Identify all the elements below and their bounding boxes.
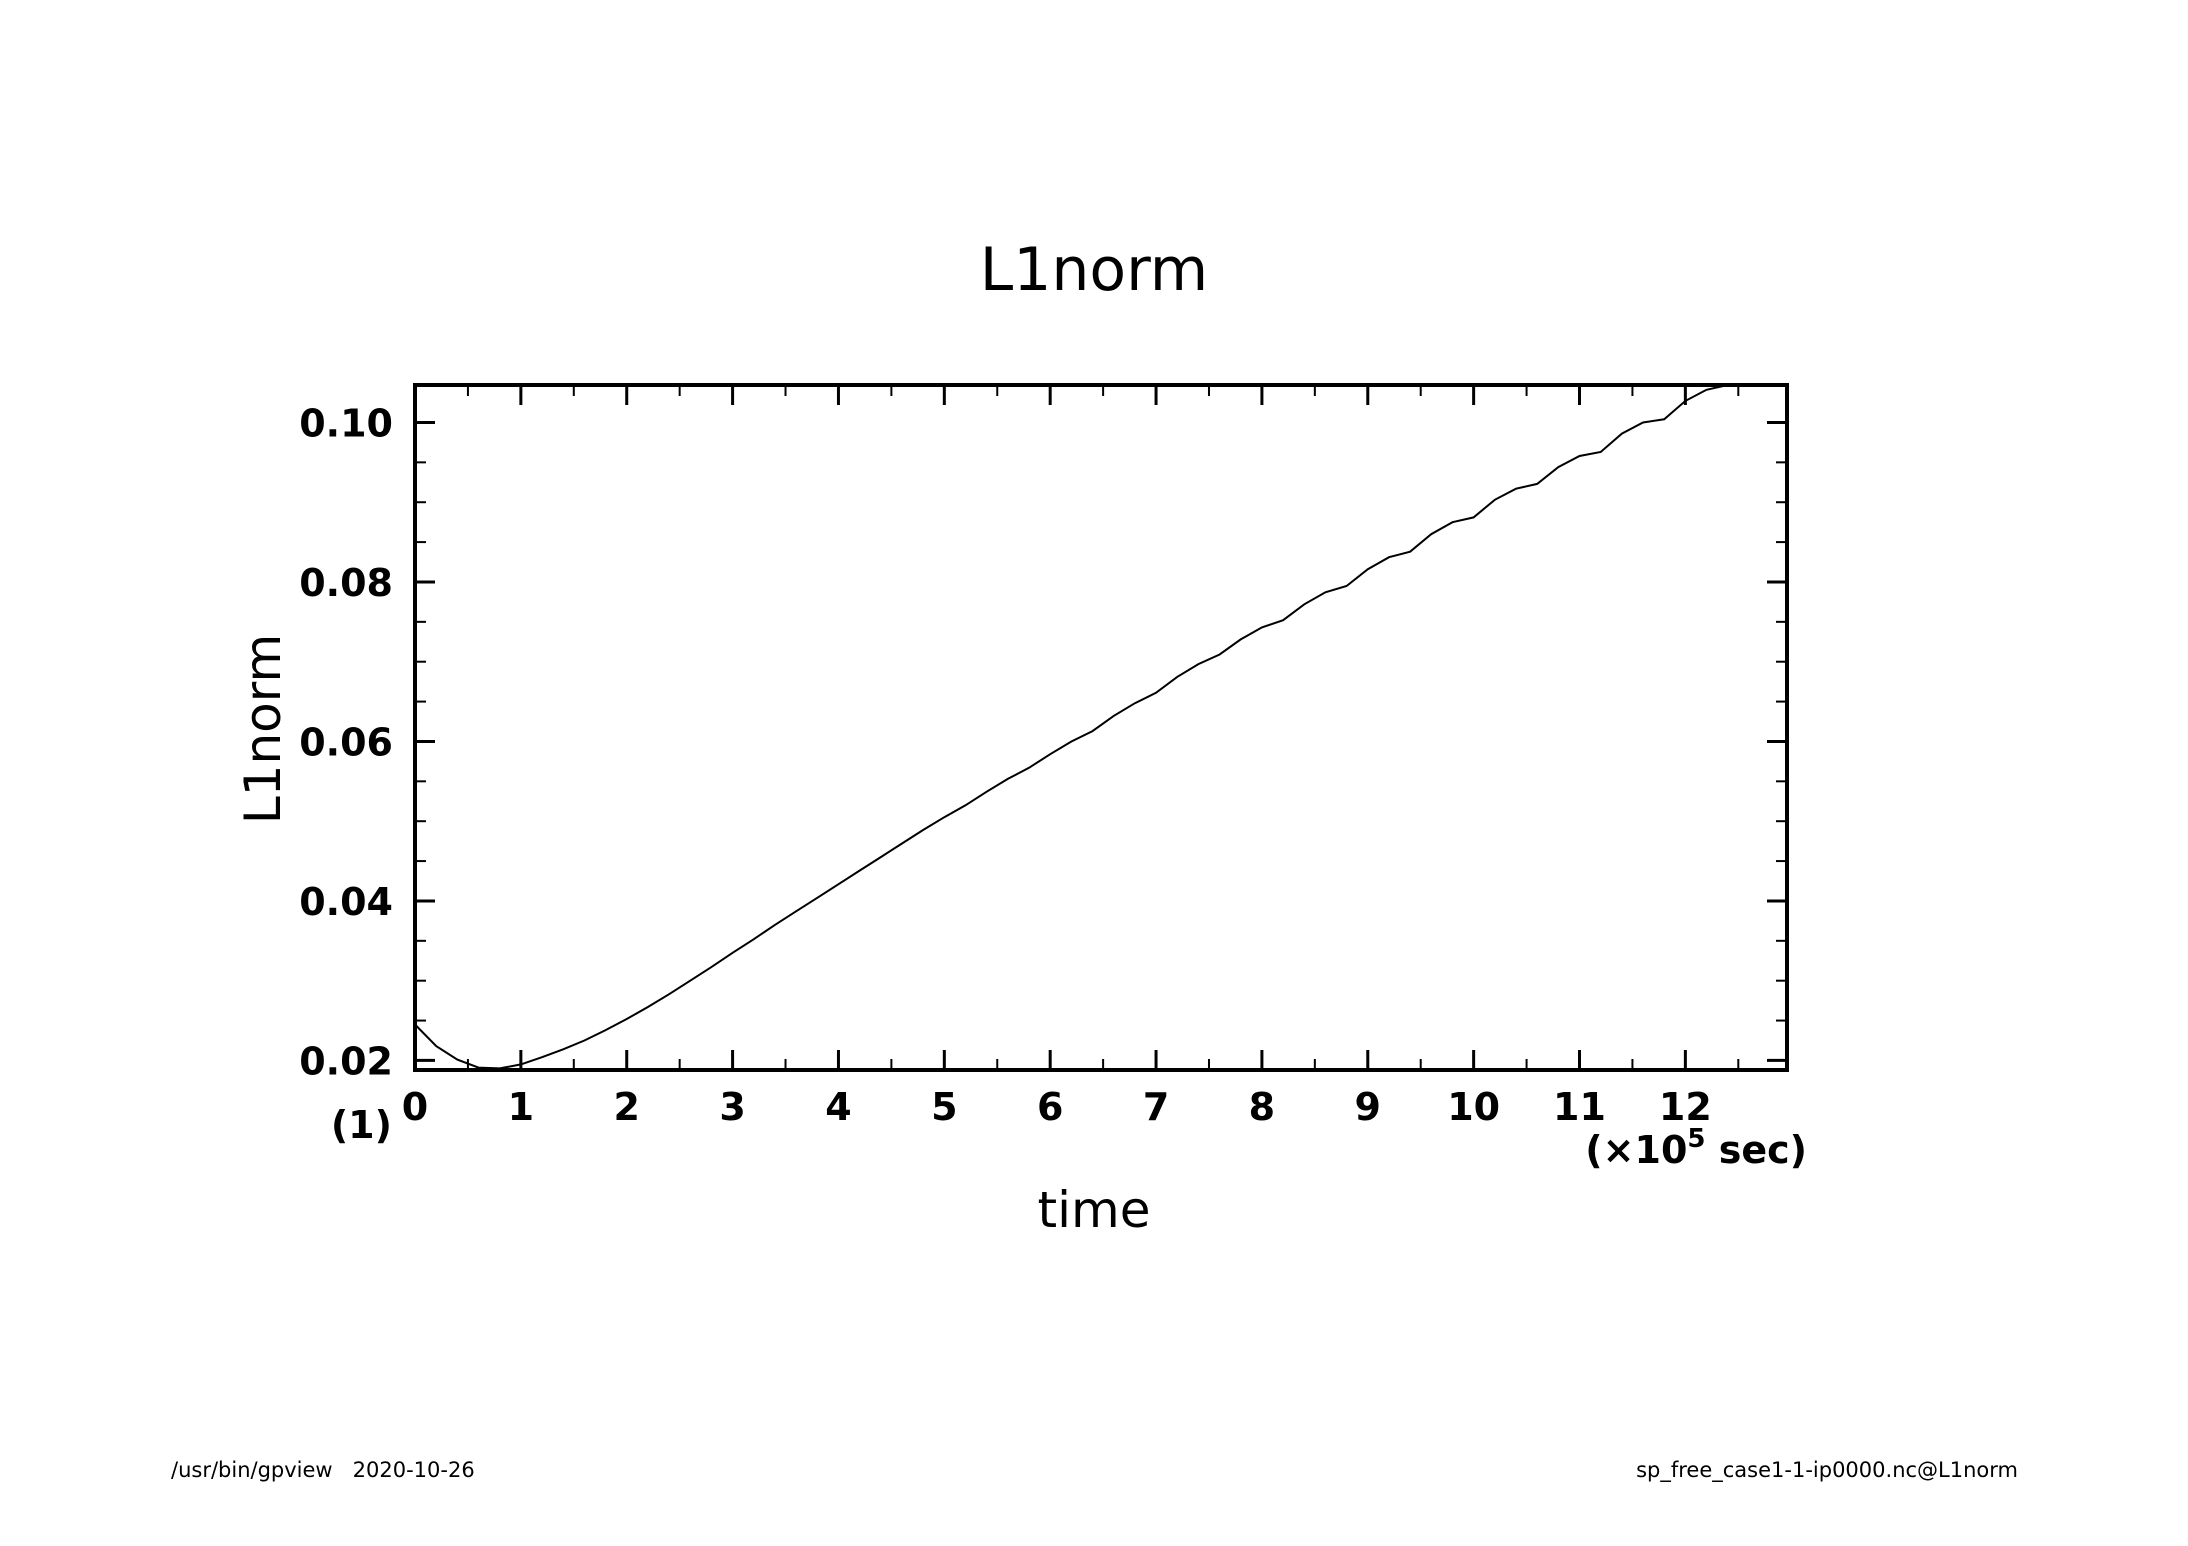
plot-frame [413,383,1789,1072]
footer-right: sp_free_case1-1-ip0000.nc@L1norm [1636,1458,2018,1482]
axis-ticks [413,385,1787,1070]
footer-program: /usr/bin/gpview [171,1458,333,1482]
x-tick-label: 2 [614,1085,640,1129]
y-tick-label: 0.06 [299,720,393,764]
y-tick-label: 0.08 [299,561,393,605]
y-tick-label: 0.10 [299,401,393,445]
x-unit-prefix: (×10 [1585,1128,1687,1172]
x-tick-label: 0 [402,1085,428,1129]
chart-title: L1norm [980,235,1208,305]
series-line [414,384,1787,1070]
footer-source: sp_free_case1-1-ip0000.nc@L1norm [1636,1458,2018,1482]
x-axis-title: time [1038,1181,1151,1239]
x-tick-label: 4 [825,1085,851,1129]
panel-label: (1) [331,1103,392,1147]
x-tick-label: 12 [1659,1085,1712,1129]
x-tick-label: 11 [1553,1085,1606,1129]
x-tick-label: 9 [1355,1085,1381,1129]
y-tick-label: 0.04 [299,880,393,924]
footer-left: /usr/bin/gpview 2020-10-26 [171,1458,475,1482]
y-axis-title: L1norm [234,634,292,824]
x-axis-unit-label: (×105 sec) [1585,1124,1807,1172]
x-tick-label: 7 [1143,1085,1169,1129]
x-unit-suffix: sec) [1705,1128,1807,1172]
x-tick-label: 10 [1447,1085,1500,1129]
x-tick-label: 3 [719,1085,745,1129]
footer-date: 2020-10-26 [352,1458,475,1482]
x-tick-label: 1 [508,1085,534,1129]
tick-labels: 0 1 2 3 4 5 6 7 8 9 10 11 120.020.040.060.080.10 [299,401,1712,1129]
x-tick-label: 8 [1249,1085,1275,1129]
x-tick-label: 5 [931,1085,957,1129]
x-unit-exponent: 5 [1687,1124,1705,1154]
y-tick-label: 0.02 [299,1039,393,1083]
x-tick-label: 6 [1037,1085,1063,1129]
